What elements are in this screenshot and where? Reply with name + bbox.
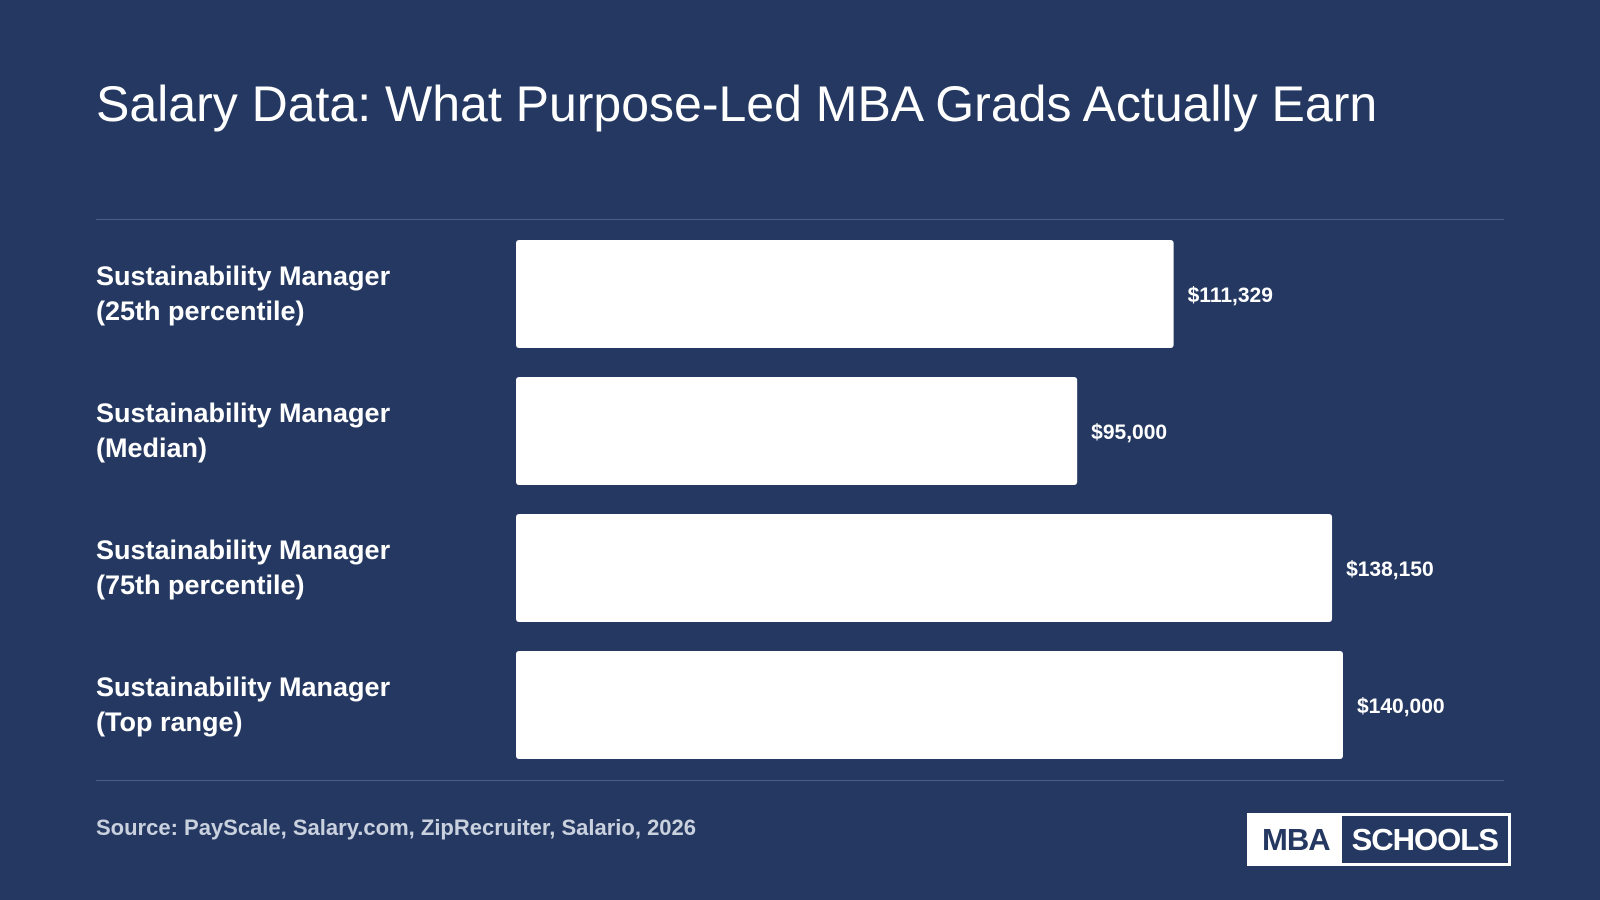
top-divider	[96, 219, 1504, 220]
category-label-2-line-0: Sustainability Manager	[96, 535, 391, 565]
category-label-3-line-1: (Top range)	[96, 707, 242, 737]
bar-3	[516, 651, 1343, 759]
bar-value-label-2: $138,150	[1346, 558, 1434, 581]
category-label-2-line-1: (75th percentile)	[96, 570, 305, 600]
chart-title: Salary Data: What Purpose-Led MBA Grads …	[96, 76, 1378, 132]
category-label-0-line-0: Sustainability Manager	[96, 261, 391, 291]
bar-value-label-3: $140,000	[1357, 695, 1445, 718]
bar-1	[516, 377, 1078, 485]
logo-schools-text: SCHOOLS	[1351, 822, 1499, 857]
bar-0	[516, 240, 1174, 348]
bar-value-label-1: $95,000	[1091, 421, 1167, 444]
mba-schools-logo: MBA SCHOOLS	[1247, 813, 1511, 866]
category-label-0-line-1: (25th percentile)	[96, 296, 305, 326]
category-label-3-line-0: Sustainability Manager	[96, 672, 391, 702]
bottom-divider	[96, 780, 1504, 781]
category-label-1-line-1: (Median)	[96, 433, 207, 463]
bar-2	[516, 514, 1333, 622]
bar-value-label-0: $111,329	[1188, 284, 1273, 307]
category-label-1-line-0: Sustainability Manager	[96, 398, 391, 428]
source-note: Source: PayScale, Salary.com, ZipRecruit…	[96, 815, 697, 840]
logo-mba-text: MBA	[1250, 816, 1342, 863]
